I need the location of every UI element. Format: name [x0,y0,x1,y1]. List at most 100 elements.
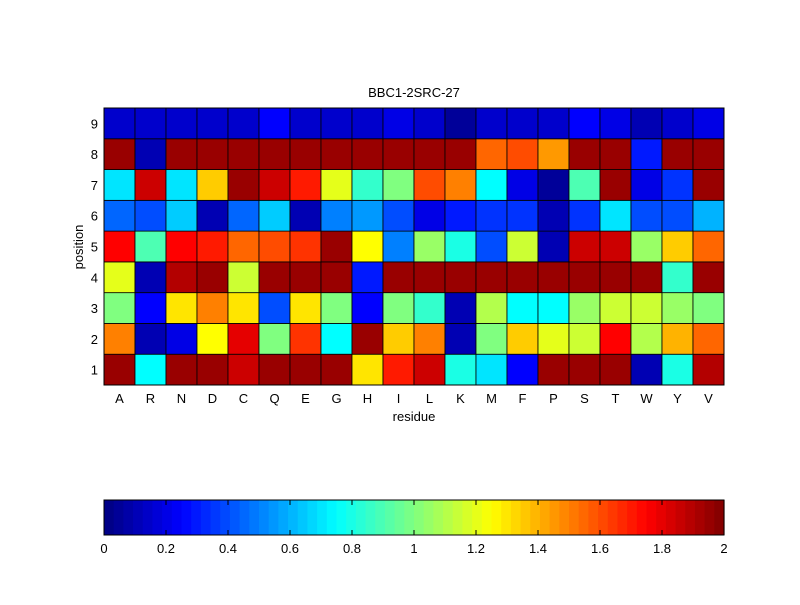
x-tick-label: H [363,391,372,406]
heatmap-cell [692,138,725,170]
heatmap-cell [351,199,384,232]
heatmap-cell [661,261,694,294]
colorbar-swatch [210,500,221,535]
colorbar-swatch [278,500,289,535]
heatmap-cell [258,169,291,201]
colorbar-swatch [268,500,279,535]
heatmap-cell [568,323,601,355]
colorbar-swatch [675,500,686,535]
heatmap-cell [568,353,601,386]
colorbar-swatch [569,500,580,535]
heatmap-cell [258,292,291,324]
x-tick-label: D [208,391,217,406]
heatmap-cell [196,230,229,263]
y-tick-label: 1 [91,363,98,378]
colorbar-swatch [171,500,183,535]
heatmap-cell [475,138,508,170]
heatmap-cell [661,292,694,324]
heatmap-cell [444,230,477,263]
heatmap-cell [661,323,694,355]
colorbar-swatch [501,500,512,535]
heatmap-cell [134,292,167,324]
colorbar-swatch [307,500,318,535]
heatmap-cell [165,169,198,201]
colorbar-swatch [539,500,551,535]
heatmap-cell [413,107,446,140]
colorbar-swatch [181,500,192,535]
x-tick-label: G [331,391,341,406]
heatmap-cell [227,138,260,170]
heatmap-cell [320,261,353,294]
x-tick-label: T [612,391,620,406]
colorbar-swatch [433,500,444,535]
heatmap-cell [382,138,415,170]
heatmap-cell [630,169,663,201]
heatmap-cell [227,292,260,324]
colorbar-tick-label: 0.2 [157,541,175,556]
colorbar-swatch [481,500,493,535]
heatmap-cell [537,199,570,232]
colorbar-swatch [607,500,619,535]
heatmap-cell [661,107,694,140]
heatmap-cell [475,261,508,294]
colorbar-swatch [443,500,454,535]
y-tick-label: 4 [91,270,98,285]
heatmap-cell [413,323,446,355]
x-tick-label: Q [269,391,279,406]
heatmap-cell [444,138,477,170]
heatmap-cell [103,261,136,294]
colorbar-swatch [123,500,134,535]
heatmap-cell [165,138,198,170]
heatmap-cell [444,353,477,386]
heatmap-cell [475,199,508,232]
heatmap-cell [196,138,229,170]
heatmap-cell [630,261,663,294]
heatmap-cell [413,261,446,294]
heatmap-cell [165,230,198,263]
x-tick-label: K [456,391,465,406]
colorbar-swatch [452,500,464,535]
heatmap-cell [351,230,384,263]
colorbar-swatch [462,500,473,535]
heatmap-cell [661,230,694,263]
colorbar-swatch [617,500,628,535]
heatmap-cell [382,230,415,263]
heatmap-cell [165,292,198,324]
heatmap-cell [692,230,725,263]
heatmap-cell [413,230,446,263]
heatmap-cell [165,199,198,232]
heatmap-cell [103,199,136,232]
heatmap-cell [506,353,539,386]
heatmap-cell [599,230,632,263]
colorbar-swatch [588,500,599,535]
heatmap-cell [413,199,446,232]
colorbar-swatch [423,500,434,535]
heatmap-cell [599,261,632,294]
colorbar-swatch [520,500,531,535]
y-tick-label: 2 [91,332,98,347]
heatmap-cell [599,292,632,324]
heatmap-cell [506,169,539,201]
heatmap-cell [258,107,291,140]
heatmap-cell [506,199,539,232]
heatmap-cell [568,199,601,232]
x-tick-label: W [640,391,653,406]
colorbar-swatch [384,500,396,535]
heatmap-cell [413,292,446,324]
x-tick-label: Y [673,391,682,406]
heatmap-cell [320,353,353,386]
heatmap-cell [661,138,694,170]
heatmap-cell [444,199,477,232]
heatmap-cell [289,230,322,263]
heatmap-cell [103,107,136,140]
heatmap-cell [692,353,725,386]
heatmap-cell [475,323,508,355]
colorbar-swatch [404,500,415,535]
heatmap-cell [599,169,632,201]
heatmap-cell [134,261,167,294]
heatmap-cell [537,107,570,140]
heatmap-cell [134,230,167,263]
colorbar-tick-label: 1.4 [529,541,547,556]
heatmap-cell [320,138,353,170]
colorbar-swatch [627,500,638,535]
